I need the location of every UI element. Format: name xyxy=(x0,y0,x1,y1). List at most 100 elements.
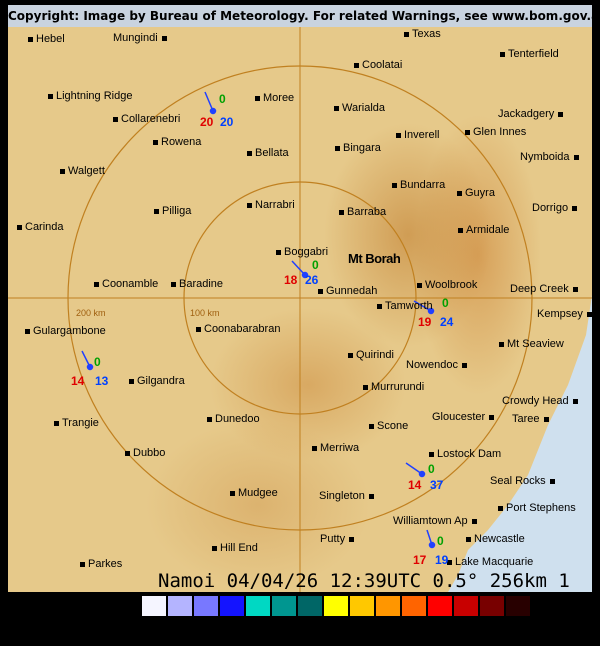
town-marker-icon xyxy=(171,282,176,287)
town-marker-icon xyxy=(396,133,401,138)
town-dunedoo: Dunedoo xyxy=(207,413,260,426)
town-marker-icon xyxy=(349,537,355,542)
copyright-banner[interactable]: Copyright: Image by Bureau of Meteorolog… xyxy=(8,5,592,27)
obs-temp: 17 xyxy=(413,553,427,567)
town-label: Dorrigo xyxy=(532,202,569,214)
town-label: Parkes xyxy=(88,558,123,570)
town-label: Nymboida xyxy=(520,151,570,163)
obs-rain: 0 xyxy=(312,258,319,272)
town-marker-icon xyxy=(312,446,317,451)
range-label-200km: 200 km xyxy=(76,308,106,318)
obs-temp: 14 xyxy=(408,478,422,492)
town-label: Moree xyxy=(263,92,295,104)
town-marker-icon xyxy=(499,342,504,347)
town-label: Pilliga xyxy=(162,205,192,217)
town-singleton: Singleton xyxy=(319,490,374,503)
town-collarenebri: Collarenebri xyxy=(113,113,180,126)
town-label: Trangie xyxy=(62,417,99,429)
town-bundarra: Bundarra xyxy=(392,179,446,192)
town-label: Coonamble xyxy=(102,278,159,290)
town-label: Carinda xyxy=(25,221,64,233)
town-marker-icon xyxy=(113,117,118,122)
town-label: Mt Seaview xyxy=(507,338,564,350)
town-label: Taree xyxy=(512,413,540,425)
town-label: Bundarra xyxy=(400,179,446,191)
legend-swatch xyxy=(298,596,322,616)
obs-temp: 20 xyxy=(200,115,214,129)
obs-dew: 19 xyxy=(435,553,449,567)
town-murrurundi: Murrurundi xyxy=(363,381,424,394)
town-quirindi: Quirindi xyxy=(348,349,394,362)
town-label: Bellata xyxy=(255,147,289,159)
town-label: Walgett xyxy=(68,165,105,177)
town-label: Hebel xyxy=(36,33,65,45)
town-marker-icon xyxy=(368,494,374,499)
town-label: Dubbo xyxy=(133,447,166,459)
legend-swatch xyxy=(220,596,244,616)
town-marker-icon xyxy=(465,130,470,135)
town-marker-icon xyxy=(404,32,409,37)
town-label: Scone xyxy=(377,420,409,432)
town-texas: Texas xyxy=(404,28,441,41)
town-label: Gulargambone xyxy=(33,325,106,337)
obs-dew: 24 xyxy=(440,315,454,329)
town-hebel: Hebel xyxy=(28,33,65,46)
town-label: Coonabarabran xyxy=(204,323,281,335)
town-putty: Putty xyxy=(320,533,355,546)
town-dorrigo: Dorrigo xyxy=(532,202,578,215)
town-marker-icon xyxy=(196,327,201,332)
town-label: Newcastle xyxy=(474,533,525,545)
town-coonamble: Coonamble xyxy=(94,278,159,291)
town-marker-icon xyxy=(276,250,281,255)
legend-swatch xyxy=(194,596,218,616)
town-guyra: Guyra xyxy=(457,187,495,200)
town-lightning-ridge: Lightning Ridge xyxy=(48,90,132,103)
town-label: Merriwa xyxy=(320,442,360,454)
town-label: Seal Rocks xyxy=(490,475,546,487)
town-label: Boggabri xyxy=(284,246,329,258)
town-marker-icon xyxy=(54,421,59,426)
town-trangie: Trangie xyxy=(54,417,99,430)
town-woolbrook: Woolbrook xyxy=(417,279,477,292)
town-marker-icon xyxy=(417,283,422,288)
map-overlay xyxy=(8,5,592,592)
town-marker-icon xyxy=(247,203,252,208)
obs-rain: 0 xyxy=(219,92,226,106)
obs-rain: 0 xyxy=(428,462,435,476)
legend-swatch xyxy=(324,596,348,616)
legend-swatch xyxy=(506,596,530,616)
town-marker-icon xyxy=(363,385,368,390)
town-marker-icon xyxy=(80,562,85,567)
obs-temp: 19 xyxy=(418,315,432,329)
town-lostock-dam: Lostock Dam xyxy=(429,448,501,461)
town-marker-icon xyxy=(572,399,578,404)
town-label: Mudgee xyxy=(238,487,278,499)
station-marker-icon xyxy=(301,271,309,279)
town-marker-icon xyxy=(461,363,467,368)
town-merriwa: Merriwa xyxy=(312,442,360,455)
town-taree: Taree xyxy=(512,413,549,426)
station-marker-icon xyxy=(86,363,94,371)
town-label: Nowendoc xyxy=(406,359,458,371)
obs-dew: 37 xyxy=(430,478,444,492)
town-marker-icon xyxy=(572,206,578,211)
radar-info-footer: Namoi 04/04/26 12:39UTC 0.5° 256km 1 xyxy=(158,570,570,592)
legend-swatch xyxy=(142,596,166,616)
legend-swatch xyxy=(272,596,296,616)
town-williamtown-ap: Williamtown Ap xyxy=(393,515,477,528)
town-label: Glen Innes xyxy=(473,126,527,138)
town-label: Dunedoo xyxy=(215,413,260,425)
town-marker-icon xyxy=(28,37,33,42)
town-marker-icon xyxy=(25,329,30,334)
town-newcastle: Newcastle xyxy=(466,533,525,546)
town-marker-icon xyxy=(543,417,549,422)
town-label: Quirindi xyxy=(356,349,394,361)
town-marker-icon xyxy=(572,287,578,292)
town-lake-macquarie: Lake Macquarie xyxy=(447,556,533,569)
town-label: Williamtown Ap xyxy=(393,515,468,527)
town-label: Kempsey xyxy=(537,308,583,320)
town-jackadgery: Jackadgery xyxy=(498,108,564,121)
town-coolatai: Coolatai xyxy=(354,59,402,72)
town-marker-icon xyxy=(48,94,53,99)
legend-swatch xyxy=(480,596,504,616)
